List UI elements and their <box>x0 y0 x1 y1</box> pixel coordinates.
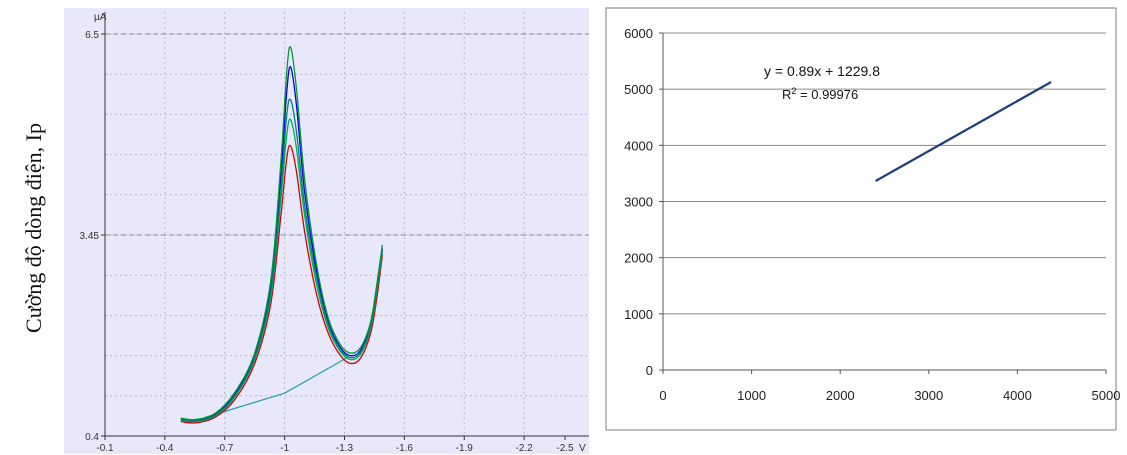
x-unit-label: V <box>579 443 586 454</box>
x-tick-label: 3000 <box>914 388 943 403</box>
x-tick-label: -2.5 <box>556 443 574 454</box>
y-tick-label: 3.45 <box>80 231 100 242</box>
y-tick-label: 1000 <box>624 307 653 322</box>
x-tick-label: -0.4 <box>156 443 174 454</box>
y-tick-label: 5000 <box>624 82 653 97</box>
y-tick-label: 0.4 <box>85 432 99 443</box>
baseline-line <box>204 356 349 419</box>
chart-frame <box>605 7 1117 431</box>
voltammogram-series-line <box>180 46 384 421</box>
y-axis-title-area: Cường độ dòng điện, Ip <box>0 0 64 455</box>
y-unit-label: µA <box>94 12 107 23</box>
x-tick-label: 2000 <box>826 388 855 403</box>
y-axis-title: Cường độ dòng điện, Ip <box>21 123 46 333</box>
y-tick-label: 4000 <box>624 138 653 153</box>
x-tick-label: -2.2 <box>516 443 534 454</box>
x-tick-label: -0.1 <box>96 443 114 454</box>
x-tick-label: 5000 <box>1092 388 1121 403</box>
x-tick-label: 0 <box>659 388 666 403</box>
y-tick-label: 2000 <box>624 251 653 266</box>
y-tick-label: 6.5 <box>85 30 99 41</box>
voltammogram-chart: µA 0.4 3.45 6.5 -0.1 -0.4 -0.7 -1 -1.3 -1.6 -1.9 -2… <box>64 8 589 454</box>
y-tick-label: 3000 <box>624 195 653 210</box>
x-tick-label: -0.7 <box>216 443 234 454</box>
x-tick-label: -1.6 <box>396 443 414 454</box>
voltammogram-series-line <box>180 118 384 423</box>
x-tick-label: 4000 <box>1003 388 1032 403</box>
x-tick-label: -1 <box>280 443 289 454</box>
x-tick-label: -1.3 <box>336 443 354 454</box>
plot-background <box>64 8 589 454</box>
x-tick-label: 1000 <box>737 388 766 403</box>
regression-equation-label: y = 0.89x + 1229.8 <box>764 63 880 79</box>
voltammogram-series-line <box>180 98 384 422</box>
calibration-series-line <box>875 81 1052 182</box>
voltammogram-series-line <box>180 66 384 421</box>
y-tick-label: 6000 <box>624 26 653 41</box>
y-tick-label: 0 <box>646 363 653 378</box>
x-tick-label: -1.9 <box>456 443 474 454</box>
r-squared-label: R2 = 0.99976 <box>782 86 858 102</box>
voltammogram-series-line <box>180 144 384 424</box>
calibration-chart: 0 1000 2000 3000 4000 5000 6000 0 1000 2000 3000 40… <box>605 7 1121 431</box>
